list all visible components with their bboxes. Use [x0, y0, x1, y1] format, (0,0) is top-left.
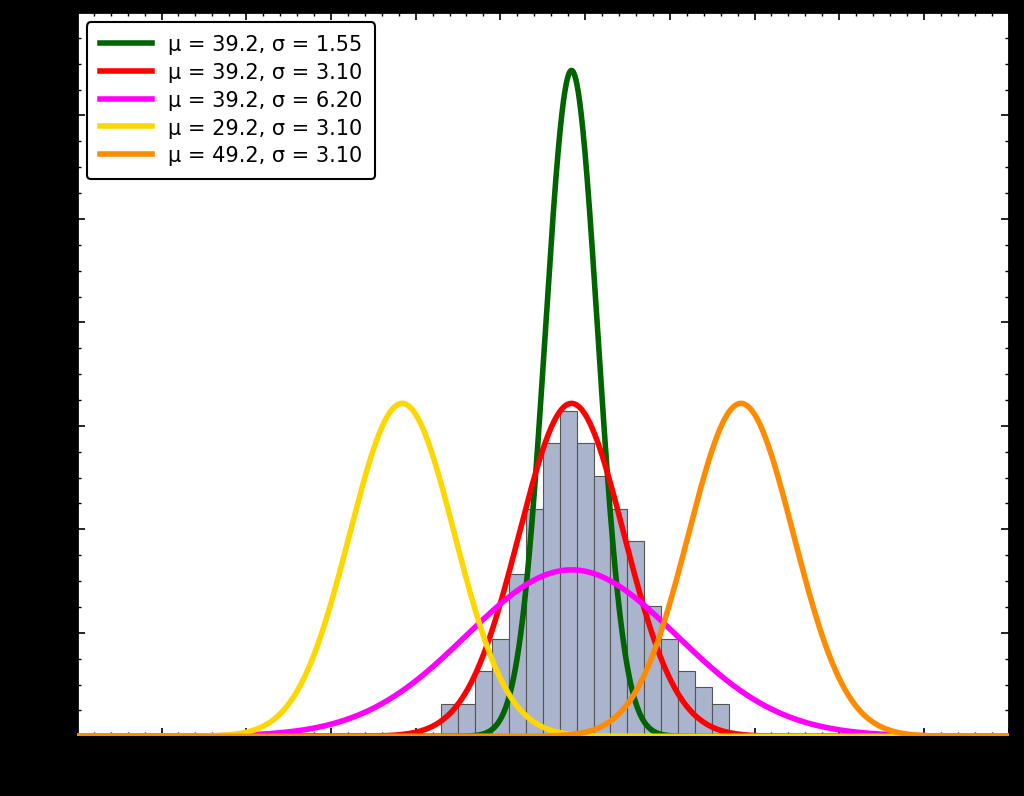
Bar [678, 671, 695, 736]
Bar [509, 574, 525, 736]
Bar [441, 704, 458, 736]
Bar [594, 476, 610, 736]
Bar [525, 509, 543, 736]
Bar [543, 443, 560, 736]
Bar [662, 638, 678, 736]
Bar [712, 704, 729, 736]
Bar [695, 688, 712, 736]
Bar [628, 541, 644, 736]
Legend: μ = 39.2, σ = 1.55, μ = 39.2, σ = 3.10, μ = 39.2, σ = 6.20, μ = 29.2, σ = 3.10, : μ = 39.2, σ = 1.55, μ = 39.2, σ = 3.10, … [87, 22, 376, 179]
Bar [577, 443, 594, 736]
Bar [492, 638, 509, 736]
Bar [458, 704, 475, 736]
Bar [644, 606, 662, 736]
Bar [610, 509, 628, 736]
Bar [560, 411, 577, 736]
Bar [475, 671, 492, 736]
